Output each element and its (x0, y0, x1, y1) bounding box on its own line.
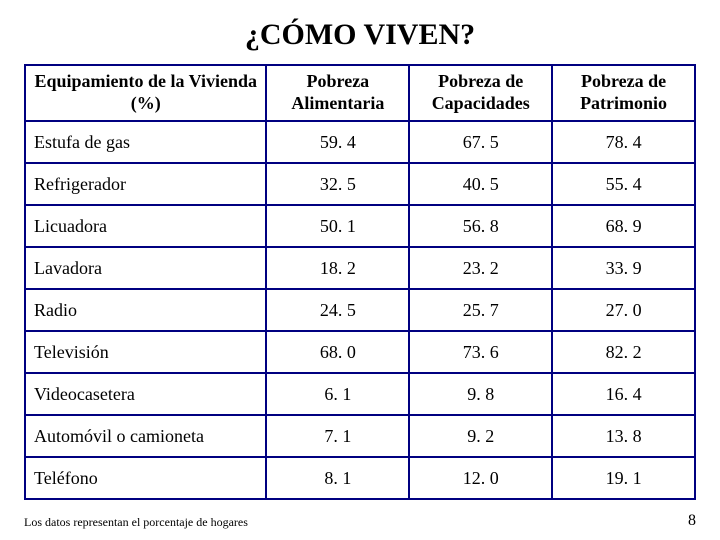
table-row: Lavadora18. 223. 233. 9 (25, 247, 695, 289)
table-row: Estufa de gas59. 467. 578. 4 (25, 121, 695, 163)
col-header-equipment: Equipamiento de la Vivienda (%) (25, 65, 266, 121)
row-label: Videocasetera (25, 373, 266, 415)
footnote: Los datos representan el porcentaje de h… (24, 515, 248, 530)
row-label: Licuadora (25, 205, 266, 247)
table-cell: 73. 6 (409, 331, 552, 373)
table-row: Refrigerador32. 540. 555. 4 (25, 163, 695, 205)
table-cell: 24. 5 (266, 289, 409, 331)
table-cell: 25. 7 (409, 289, 552, 331)
col-header-line: Pobreza de (581, 71, 666, 91)
table-cell: 67. 5 (409, 121, 552, 163)
row-label: Refrigerador (25, 163, 266, 205)
table-cell: 82. 2 (552, 331, 695, 373)
col-header-line: Capacidades (432, 93, 530, 113)
table-row: Automóvil o camioneta7. 19. 213. 8 (25, 415, 695, 457)
row-label: Estufa de gas (25, 121, 266, 163)
table-row: Teléfono8. 112. 019. 1 (25, 457, 695, 499)
col-header-patrimonio: Pobreza de Patrimonio (552, 65, 695, 121)
table-cell: 9. 8 (409, 373, 552, 415)
table-cell: 33. 9 (552, 247, 695, 289)
table-cell: 8. 1 (266, 457, 409, 499)
col-header-line: Patrimonio (580, 93, 667, 113)
table-cell: 59. 4 (266, 121, 409, 163)
table-cell: 18. 2 (266, 247, 409, 289)
table-cell: 19. 1 (552, 457, 695, 499)
table-cell: 78. 4 (552, 121, 695, 163)
table-cell: 12. 0 (409, 457, 552, 499)
table-cell: 13. 8 (552, 415, 695, 457)
table-cell: 50. 1 (266, 205, 409, 247)
table-row: Televisión68. 073. 682. 2 (25, 331, 695, 373)
table-cell: 68. 9 (552, 205, 695, 247)
page-title: ¿CÓMO VIVEN? (24, 18, 696, 52)
table-cell: 6. 1 (266, 373, 409, 415)
table-cell: 27. 0 (552, 289, 695, 331)
col-header-line: Pobreza de (438, 71, 523, 91)
row-label: Lavadora (25, 247, 266, 289)
col-header-capacidades: Pobreza de Capacidades (409, 65, 552, 121)
row-label: Automóvil o camioneta (25, 415, 266, 457)
row-label: Televisión (25, 331, 266, 373)
table-cell: 9. 2 (409, 415, 552, 457)
table-row: Radio24. 525. 727. 0 (25, 289, 695, 331)
table-cell: 32. 5 (266, 163, 409, 205)
table-cell: 56. 8 (409, 205, 552, 247)
table-cell: 55. 4 (552, 163, 695, 205)
table-row: Licuadora50. 156. 868. 9 (25, 205, 695, 247)
table-cell: 40. 5 (409, 163, 552, 205)
col-header-line: Alimentaria (291, 93, 384, 113)
table-cell: 68. 0 (266, 331, 409, 373)
table-row: Videocasetera6. 19. 816. 4 (25, 373, 695, 415)
col-header-line: Equipamiento de la Vivienda (34, 71, 257, 91)
row-label: Radio (25, 289, 266, 331)
col-header-line: (%) (131, 93, 161, 113)
table-header-row: Equipamiento de la Vivienda (%) Pobreza … (25, 65, 695, 121)
col-header-line: Pobreza (307, 71, 370, 91)
row-label: Teléfono (25, 457, 266, 499)
table-cell: 16. 4 (552, 373, 695, 415)
table-cell: 7. 1 (266, 415, 409, 457)
equipment-table: Equipamiento de la Vivienda (%) Pobreza … (24, 64, 696, 500)
col-header-alimentaria: Pobreza Alimentaria (266, 65, 409, 121)
page-number: 8 (688, 512, 696, 530)
table-cell: 23. 2 (409, 247, 552, 289)
